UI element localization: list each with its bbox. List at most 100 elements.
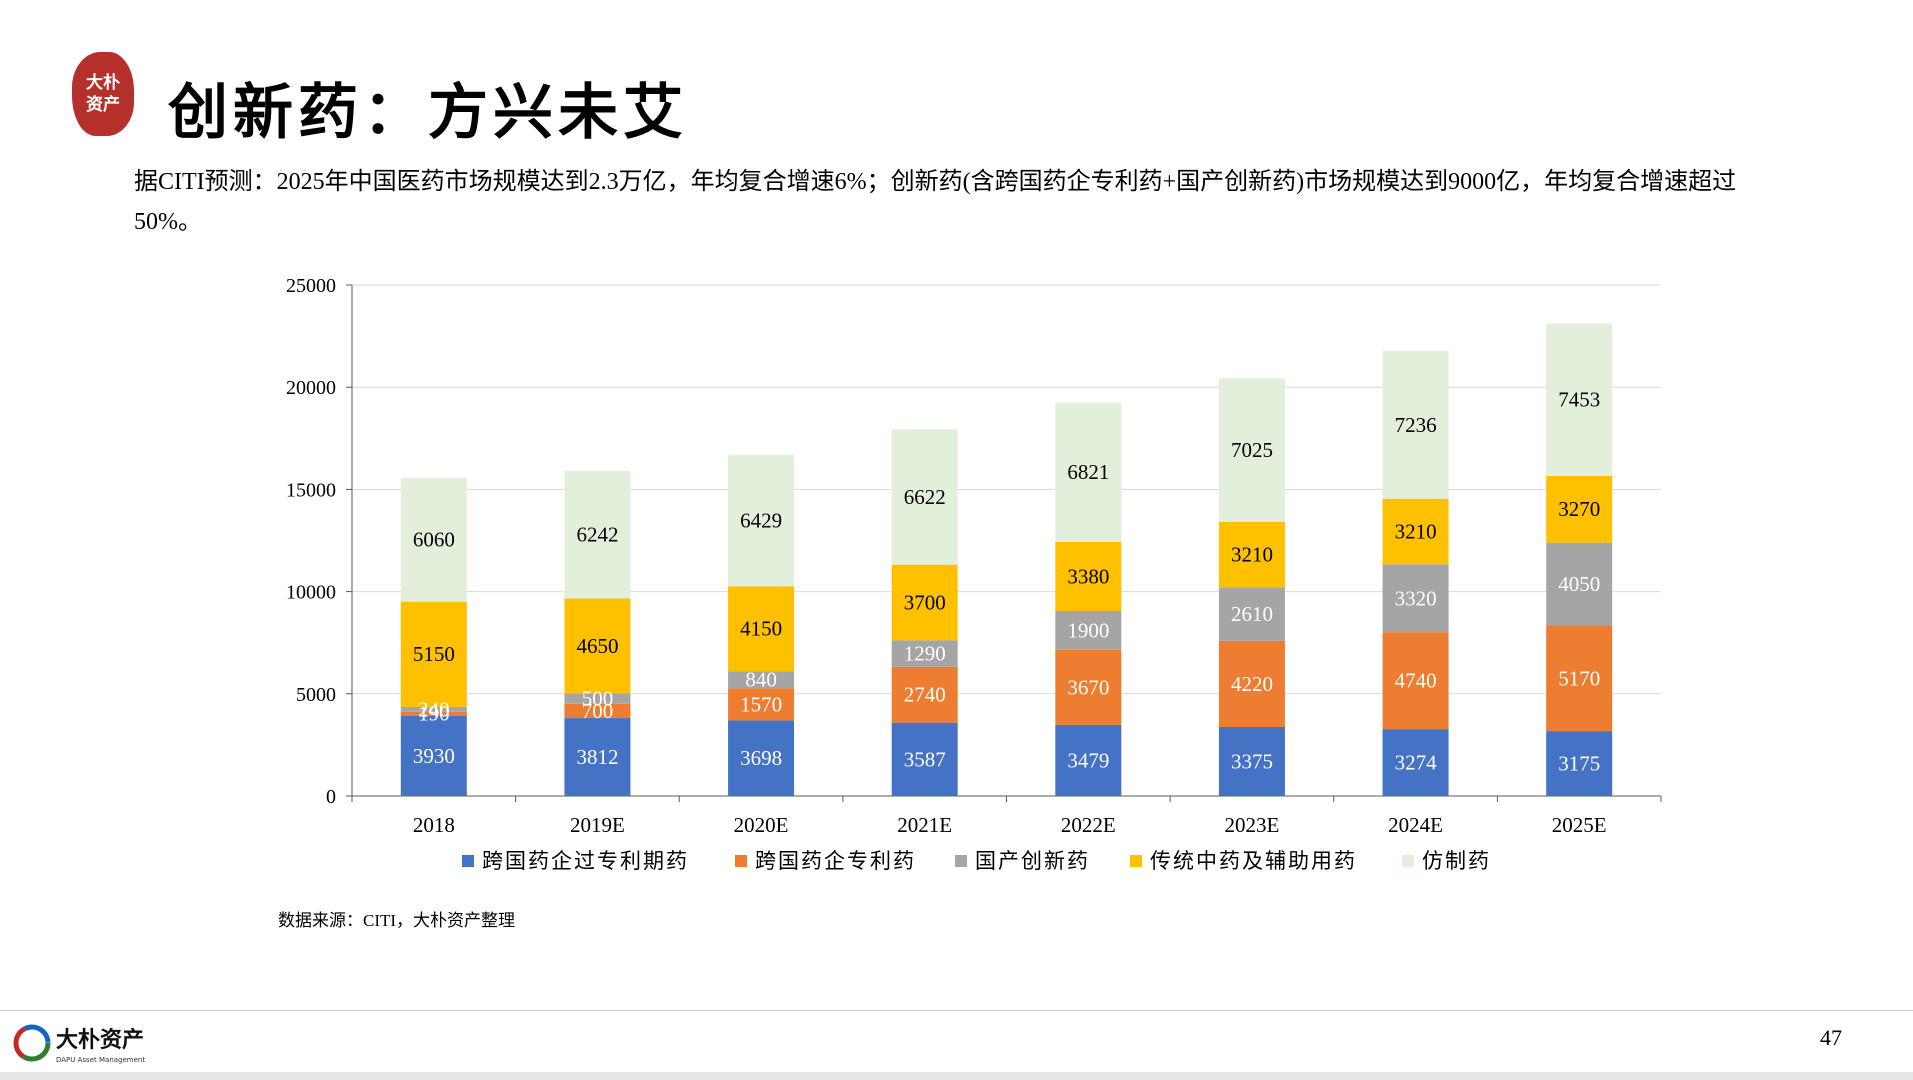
data-label: 6429 <box>740 509 782 533</box>
data-label: 3270 <box>1558 497 1600 521</box>
bar-segment <box>1055 611 1122 650</box>
data-label: 3930 <box>413 744 455 768</box>
bar-segment <box>1546 475 1613 543</box>
bar-segment <box>564 718 631 796</box>
data-label: 3587 <box>904 747 946 771</box>
data-label: 5150 <box>413 642 455 666</box>
data-label: 1570 <box>740 692 782 716</box>
data-label: 6622 <box>904 485 946 509</box>
bar-segment <box>1218 378 1285 522</box>
data-label: 3670 <box>1067 675 1109 699</box>
page-subtitle: 据CITI预测：2025年中国医药市场规模达到2.3万亿，年均复合增速6%；创新… <box>134 169 1737 235</box>
data-label: 7025 <box>1231 438 1273 462</box>
bar-segment <box>1382 498 1449 565</box>
bar-segment <box>1218 727 1285 796</box>
bar-segment <box>891 564 958 641</box>
footer-divider <box>0 1010 1913 1011</box>
bar-segment <box>564 693 631 704</box>
bar-segment <box>1218 640 1285 728</box>
bar-segment <box>1382 350 1449 499</box>
data-label: 190 <box>418 702 450 726</box>
x-tick-label: 2022E <box>1061 813 1116 837</box>
bar-segment <box>1382 564 1449 633</box>
x-tick-label: 2025E <box>1552 813 1607 837</box>
legend-label: 国产创新药 <box>975 849 1090 873</box>
y-tick-label: 15000 <box>286 479 336 501</box>
footer-logo-cn: 大朴资产 <box>56 1028 144 1053</box>
bar-segment <box>891 666 958 723</box>
bar-segment <box>1546 731 1613 796</box>
data-label: 4050 <box>1558 572 1600 596</box>
data-label: 500 <box>582 687 614 711</box>
page-title: 创新药：方兴未艾 <box>168 78 688 148</box>
data-label: 6821 <box>1067 460 1109 484</box>
bar-segment <box>564 703 631 719</box>
data-label: 3698 <box>740 746 782 770</box>
data-label: 3320 <box>1395 586 1437 610</box>
bar-segment <box>728 454 795 587</box>
x-tick-label: 2021E <box>897 813 952 837</box>
x-tick-label: 2023E <box>1225 813 1280 837</box>
data-label: 4650 <box>576 634 618 658</box>
y-tick-label: 0 <box>326 786 336 808</box>
x-tick-label: 2018 <box>413 813 455 837</box>
page-number: 47 <box>1820 1025 1842 1050</box>
x-tick-label: 2019E <box>570 813 625 837</box>
data-label: 6242 <box>576 523 618 547</box>
bar-segment <box>891 429 958 565</box>
x-tick-label: 2024E <box>1388 813 1443 837</box>
data-label: 3210 <box>1231 543 1273 567</box>
bar-segment <box>400 715 467 796</box>
y-tick-label: 5000 <box>296 684 336 706</box>
data-label: 3274 <box>1395 751 1438 775</box>
legend-label: 传统中药及辅助用药 <box>1150 849 1357 873</box>
data-label: 1900 <box>1067 618 1109 642</box>
bar-segment <box>1055 541 1122 612</box>
x-tick-label: 2020E <box>734 813 789 837</box>
legend-swatch <box>735 855 747 867</box>
bar-segment <box>1382 632 1449 730</box>
bar-segment <box>564 470 631 599</box>
bar-segment <box>1055 724 1122 796</box>
data-label: 3175 <box>1558 752 1600 776</box>
y-tick-label: 20000 <box>286 377 336 399</box>
bar-segment <box>891 722 958 796</box>
data-label: 2740 <box>904 683 946 707</box>
data-label: 3479 <box>1067 748 1109 772</box>
legend-swatch <box>955 855 967 867</box>
data-label: 3700 <box>904 590 946 614</box>
data-label: 3812 <box>576 745 618 769</box>
legend-swatch <box>1402 855 1414 867</box>
bar-segment <box>728 688 795 721</box>
data-label: 3375 <box>1231 750 1273 774</box>
bar-segment <box>1382 729 1449 796</box>
data-label: 3380 <box>1067 564 1109 588</box>
bar-segment <box>564 598 631 694</box>
bar-segment <box>728 586 795 672</box>
data-label: 4150 <box>740 617 782 641</box>
brand-seal: 大朴资产 <box>72 52 134 136</box>
bar-segment <box>400 601 467 707</box>
bar-segment <box>1218 587 1285 641</box>
bar-segment <box>1546 625 1613 732</box>
data-label: 3210 <box>1395 520 1437 544</box>
bar-segment <box>1218 521 1285 588</box>
data-label: 6060 <box>413 528 455 552</box>
bar-segment <box>1055 649 1122 725</box>
bar-segment <box>1055 402 1122 542</box>
bar-segment <box>1546 323 1613 476</box>
bar-segment <box>400 477 467 602</box>
legend-swatch <box>1130 855 1142 867</box>
legend-label: 仿制药 <box>1422 849 1491 873</box>
data-label: 5170 <box>1558 666 1600 690</box>
data-label: 2610 <box>1231 602 1273 626</box>
y-tick-label: 10000 <box>286 582 336 604</box>
data-label: 7236 <box>1395 413 1437 437</box>
data-source-note: 数据来源：CITI，大朴资产整理 <box>278 911 516 930</box>
bar-segment <box>728 720 795 796</box>
footer-bar <box>0 1072 1913 1080</box>
data-label: 240 <box>418 697 450 721</box>
legend-swatch <box>462 855 474 867</box>
footer-logo: 大朴资产 DAPU Asset Management <box>13 1024 145 1064</box>
